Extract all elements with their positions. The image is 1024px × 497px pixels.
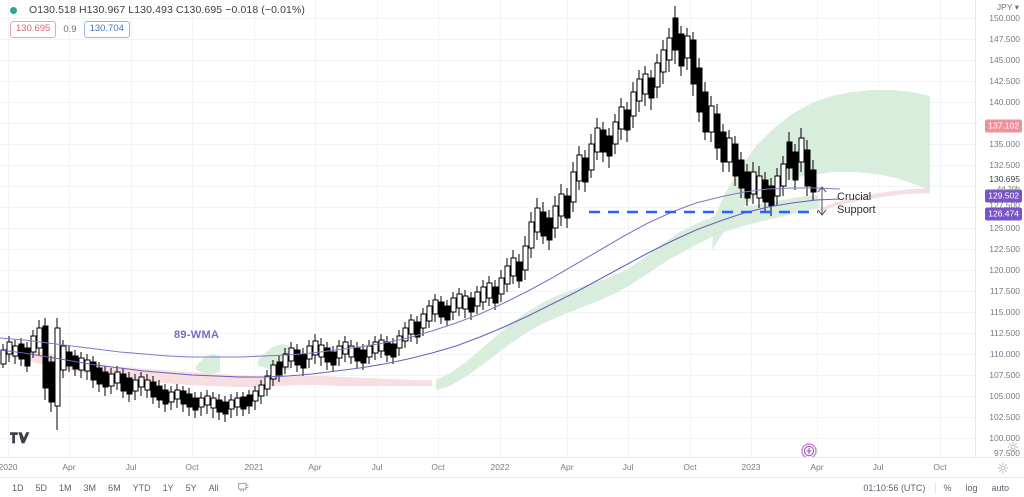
ichimoku-baseline [0,198,841,378]
time-tick: Apr [560,462,574,472]
price-tick: 147.500 [989,34,1020,44]
price-tick: 150.000 [989,13,1020,23]
price-axis-currency[interactable]: JPY ▾ [997,2,1019,13]
price-tick: 117.500 [989,286,1020,296]
price-level-badge[interactable]: 137.102 [985,119,1022,133]
range-button-1y[interactable]: 1Y [162,482,174,493]
crucial-support-line2: Support [837,204,876,216]
price-tick: 97.500 [994,448,1020,458]
price-level-badge[interactable]: 129.502 [985,189,1022,203]
price-tick: 107.500 [989,370,1020,380]
price-tick: 122.500 [989,244,1020,254]
range-button-5d[interactable]: 5D [35,482,48,493]
time-tick: 2023 [741,462,761,472]
price-tick: 110.000 [989,349,1020,359]
price-tick: 140.000 [989,97,1020,107]
time-axis-settings-icon[interactable] [997,462,1009,474]
clock-label[interactable]: 01:10:56 (UTC) [863,482,926,493]
time-tick: Jul [125,462,137,472]
price-tick: 142.500 [989,76,1020,86]
price-badge-right[interactable]: 130.704 [83,21,130,38]
time-tick: Jul [622,462,634,472]
legend-indicator-row: 130.695 0.9 130.704 [10,21,305,38]
price-tick: 135.000 [989,139,1020,149]
price-tick: 127.500 [989,200,1020,210]
chart-canvas[interactable] [0,0,975,457]
ohlc-values: O130.518 H130.967 L130.493 C130.695 −0.0… [29,4,305,16]
support-range-arrow [817,186,827,216]
time-tick: 2021 [244,462,264,472]
price-level-badge[interactable]: 126.474 [985,207,1022,221]
time-tick: Jul [872,462,884,472]
price-axis-settings-icon[interactable] [1007,441,1019,453]
time-tick: Apr [810,462,824,472]
crucial-support-annotation: Crucial Support [837,191,876,217]
price-tick: 112.500 [989,328,1020,338]
time-tick: Jul [371,462,383,472]
crucial-support-line1: Crucial [837,191,872,203]
price-tick: 102.500 [989,412,1020,422]
price-badge-left[interactable]: 130.695 [10,21,57,38]
auto-scale-button[interactable]: auto [991,482,1009,493]
bar-countdown: 4d 20h [997,184,1020,193]
range-button-5y[interactable]: 5Y [185,482,197,493]
range-button-all[interactable]: All [208,482,219,493]
ichimoku-cloud-bullish [196,90,930,390]
range-button-group: 1D 5D 1M 3M 6M YTD 1Y 5Y All [6,481,225,495]
price-tick: 100.000 [989,433,1020,443]
current-price-label[interactable]: 130.695 4d 20h [989,174,1020,194]
time-tick: 2020 [0,462,18,472]
price-tick: 132.500 [989,160,1020,170]
price-tick: 125.000 [989,223,1020,233]
bottom-toolbar: 1D 5D 1M 3M 6M YTD 1Y 5Y All 01:10:56 (UTC) % lo… [0,477,1024,497]
price-tick: 120.000 [989,265,1020,275]
current-price-value: 130.695 [989,174,1020,184]
range-button-1d[interactable]: 1D [12,482,24,493]
time-tick: Apr [62,462,76,472]
chart-plot-area[interactable] [0,0,975,457]
toolbar-divider [935,481,937,494]
time-tick: Apr [308,462,322,472]
candlestick-series[interactable] [0,6,817,430]
compare-layout-icon[interactable] [237,481,250,494]
price-tick: 105.000 [989,391,1020,401]
chart-legend: O130.518 H130.967 L130.493 C130.695 −0.0… [8,3,305,38]
time-tick: Oct [933,462,947,472]
range-button-3m[interactable]: 3M [83,482,97,493]
time-tick: 2022 [490,462,510,472]
range-button-1m[interactable]: 1M [59,482,72,493]
percent-scale-button[interactable]: % [943,482,952,493]
wma-label: 89-WMA [174,329,220,341]
price-tick: 145.000 [989,55,1020,65]
wma-89-line [0,187,841,358]
indicator-param-value: 0.9 [63,24,77,35]
log-scale-button[interactable]: log [965,482,978,493]
chevron-down-icon: ▾ [1014,2,1019,12]
ichimoku-cloud-bearish [0,188,930,387]
price-tick: 115.000 [989,307,1020,317]
range-button-6m[interactable]: 6M [108,482,121,493]
time-tick: Oct [185,462,199,472]
price-axis[interactable]: JPY ▾ 150.000 147.500 145.000 142.500 140.00… [975,0,1024,458]
time-tick: Oct [683,462,697,472]
currency-label: JPY [996,2,1013,12]
legend-ohlc-row: O130.518 H130.967 L130.493 C130.695 −0.0… [8,3,305,17]
range-button-ytd[interactable]: YTD [132,482,151,493]
series-status-dot [10,6,17,14]
time-tick: Oct [431,462,445,472]
time-axis[interactable]: 2020 Apr Jul Oct 2021 Apr Jul Oct 2022 Apr Jul Oct 2… [0,457,1024,477]
tradingview-logo [10,432,30,444]
bottom-toolbar-right: 01:10:56 (UTC) % log auto [853,481,1016,495]
